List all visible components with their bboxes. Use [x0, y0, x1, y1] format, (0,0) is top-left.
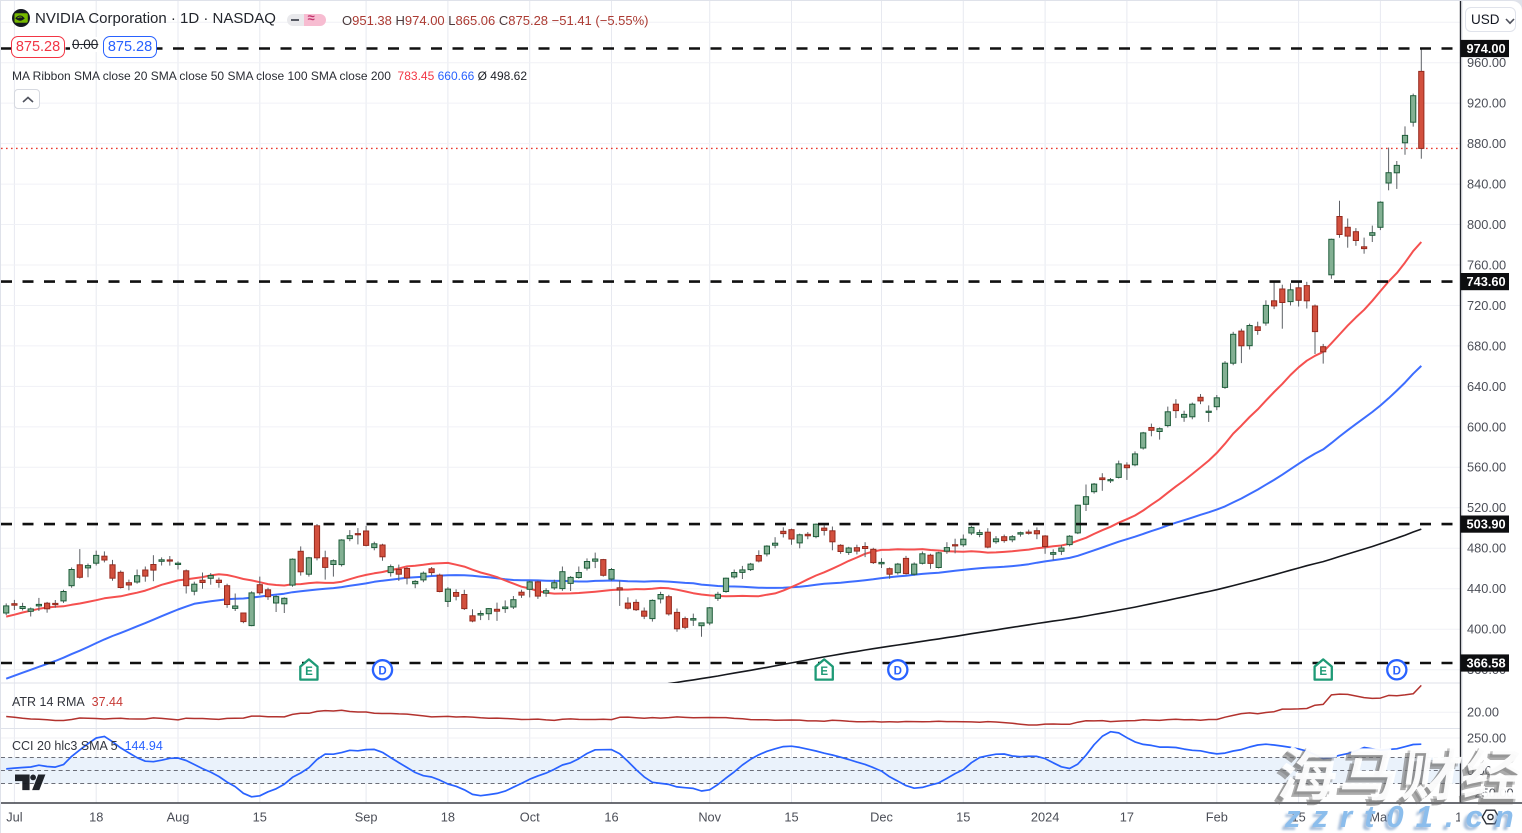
svg-text:15: 15: [956, 810, 970, 825]
svg-text:18: 18: [89, 810, 103, 825]
svg-text:17: 17: [1120, 810, 1134, 825]
svg-text:Dec: Dec: [870, 810, 893, 825]
svg-text:880.00: 880.00: [1467, 136, 1506, 151]
svg-text:Feb: Feb: [1206, 810, 1228, 825]
svg-text:D: D: [1393, 666, 1401, 678]
svg-text:20.00: 20.00: [1467, 705, 1499, 720]
svg-text:Jul: Jul: [6, 810, 22, 825]
svg-text:Nov: Nov: [698, 810, 721, 825]
svg-text:D: D: [894, 666, 902, 678]
svg-text:250.00: 250.00: [1467, 730, 1506, 745]
svg-text:560.00: 560.00: [1467, 460, 1506, 475]
svg-text:Mar: Mar: [1369, 810, 1392, 825]
svg-text:680.00: 680.00: [1467, 338, 1506, 353]
svg-text:15: 15: [784, 810, 798, 825]
svg-text:800.00: 800.00: [1467, 217, 1506, 232]
svg-text:E: E: [820, 666, 828, 678]
svg-text:16: 16: [604, 810, 618, 825]
svg-text:Oct: Oct: [520, 810, 540, 825]
svg-text:503.90: 503.90: [1467, 517, 1506, 532]
svg-text:640.00: 640.00: [1467, 379, 1506, 394]
svg-text:400.00: 400.00: [1467, 622, 1506, 637]
svg-text:Aug: Aug: [167, 810, 190, 825]
svg-text:366.58: 366.58: [1467, 656, 1506, 671]
svg-text:974.00: 974.00: [1467, 41, 1506, 56]
svg-text:720.00: 720.00: [1467, 298, 1506, 313]
svg-text:440.00: 440.00: [1467, 581, 1506, 596]
svg-text:E: E: [1319, 666, 1327, 678]
svg-text:D: D: [378, 666, 386, 678]
svg-text:840.00: 840.00: [1467, 177, 1506, 192]
svg-text:920.00: 920.00: [1467, 96, 1506, 111]
svg-text:600.00: 600.00: [1467, 419, 1506, 434]
svg-text:760.00: 760.00: [1467, 257, 1506, 272]
svg-text:15: 15: [253, 810, 267, 825]
svg-text:E: E: [305, 666, 313, 678]
svg-text:960.00: 960.00: [1467, 55, 1506, 70]
svg-text:15: 15: [1291, 810, 1305, 825]
svg-text:18: 18: [441, 810, 455, 825]
svg-text:743.60: 743.60: [1467, 274, 1506, 289]
svg-text:520.00: 520.00: [1467, 500, 1506, 515]
svg-text:2024: 2024: [1031, 810, 1059, 825]
svg-text:15: 15: [1455, 810, 1469, 825]
svg-text:480.00: 480.00: [1467, 541, 1506, 556]
svg-text:Sep: Sep: [355, 810, 378, 825]
